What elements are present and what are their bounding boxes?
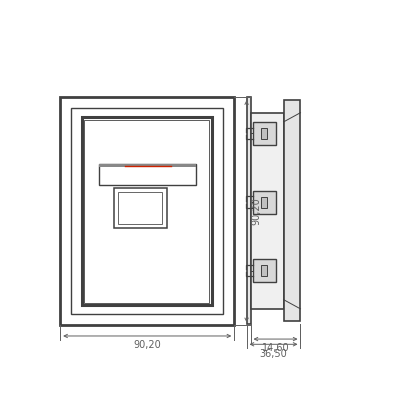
Bar: [261, 265, 267, 276]
Bar: [114, 188, 166, 228]
Bar: [253, 122, 276, 145]
Text: 14,60: 14,60: [262, 343, 289, 353]
Bar: [253, 259, 276, 282]
Bar: [253, 191, 276, 214]
Bar: [118, 192, 162, 224]
Bar: [82, 117, 212, 305]
Text: 36,50: 36,50: [260, 349, 288, 359]
Bar: [261, 128, 267, 139]
Bar: [84, 120, 209, 303]
Text: 90,20: 90,20: [251, 197, 261, 225]
Bar: [60, 97, 234, 325]
Bar: [250, 113, 284, 309]
Bar: [71, 108, 223, 314]
Bar: [99, 164, 196, 167]
Bar: [284, 100, 300, 321]
Bar: [246, 97, 250, 324]
Text: 90,20: 90,20: [133, 340, 161, 350]
Bar: [99, 164, 196, 185]
Bar: [261, 197, 267, 208]
